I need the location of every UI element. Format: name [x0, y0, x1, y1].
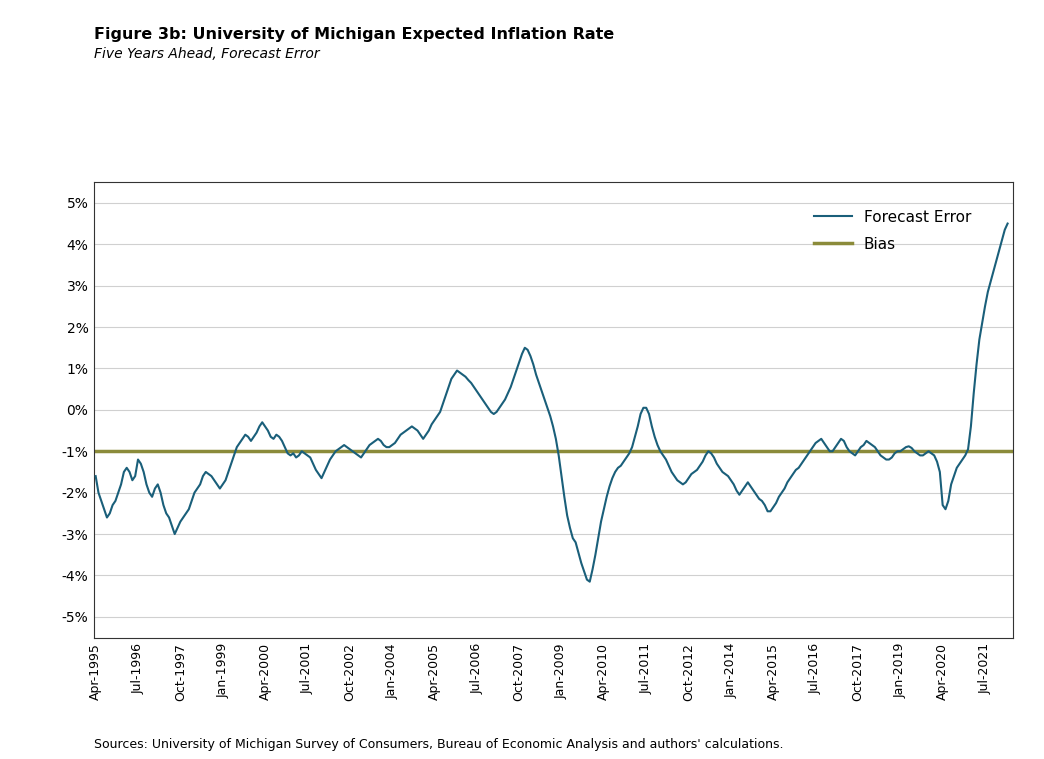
Text: Figure 3b: University of Michigan Expected Inflation Rate: Figure 3b: University of Michigan Expect… [94, 27, 614, 42]
Legend: Forecast Error, Bias: Forecast Error, Bias [807, 203, 977, 258]
Text: Sources: University of Michigan Survey of Consumers, Bureau of Economic Analysis: Sources: University of Michigan Survey o… [94, 739, 783, 751]
Text: Five Years Ahead, Forecast Error: Five Years Ahead, Forecast Error [94, 47, 319, 61]
